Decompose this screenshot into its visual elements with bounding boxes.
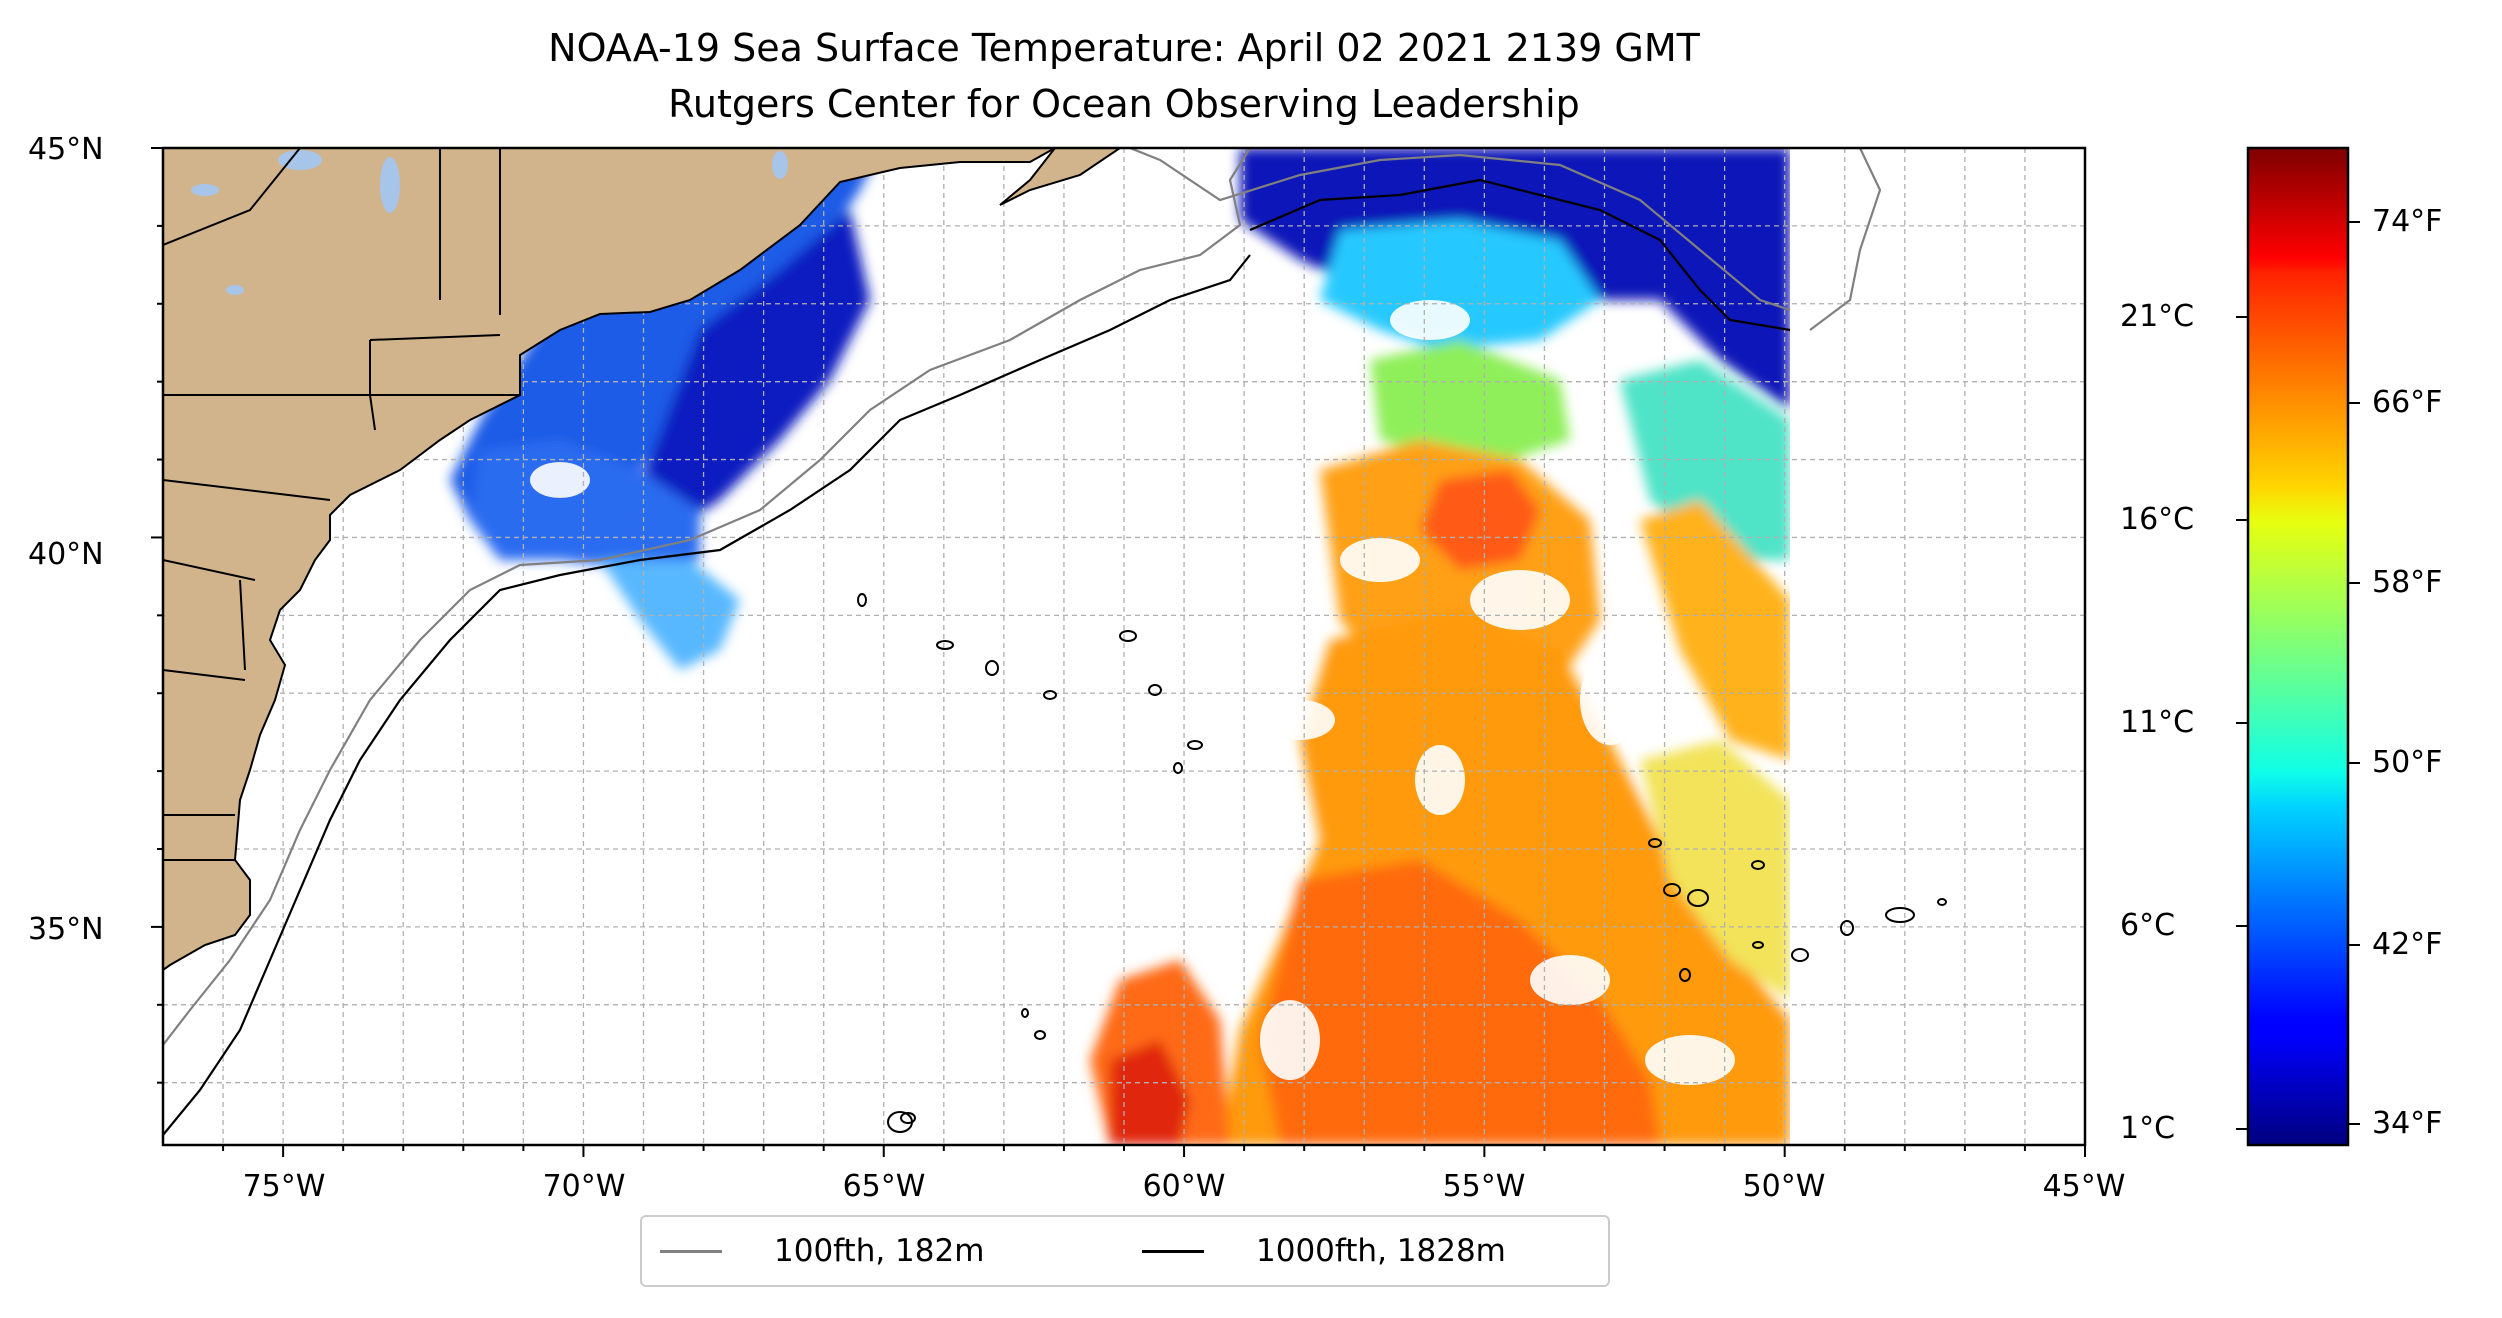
warm-eddy xyxy=(1420,470,1540,570)
scotian-shelf-mixed-water xyxy=(1320,220,1600,350)
figure-title: NOAA-19 Sea Surface Temperature: April 0… xyxy=(548,26,1700,70)
colorbar-fahrenheit-58: 58°F xyxy=(2372,565,2443,600)
lat-label-40n: 40°N xyxy=(28,537,104,572)
colorbar-celsius-21: 21°C xyxy=(2120,299,2195,334)
contour-1000fth xyxy=(163,254,1251,1136)
eastern-warm-filament xyxy=(1640,500,1790,760)
seamount-contours xyxy=(857,593,1947,1133)
colorbar xyxy=(2246,146,2350,1147)
legend-label-1000fth: 1000fth, 1828m xyxy=(1256,1233,1506,1269)
colorbar-celsius-6: 6°C xyxy=(2120,908,2176,943)
state-borders xyxy=(163,148,520,861)
contour-newfoundland-shelf xyxy=(1809,148,1882,331)
lon-label-75w: 75°W xyxy=(242,1169,326,1204)
colorbar-fahrenheit-42: 42°F xyxy=(2372,927,2443,962)
colorbar-celsius-1: 1°C xyxy=(2120,1111,2176,1146)
lon-label-55w: 55°W xyxy=(1442,1169,1526,1204)
lat-label-35n: 35°N xyxy=(28,912,104,947)
colorbar-celsius-16: 16°C xyxy=(2120,502,2195,537)
lon-label-50w: 50°W xyxy=(1742,1169,1826,1204)
georges-bank-cold-water xyxy=(620,210,870,540)
land-nova-scotia xyxy=(999,148,1122,206)
legend-label-100fth: 100fth, 182m xyxy=(774,1233,985,1269)
colorbar-celsius-11: 11°C xyxy=(2120,705,2195,740)
colorbar-fahrenheit-34: 34°F xyxy=(2372,1106,2443,1141)
lon-label-65w: 65°W xyxy=(842,1169,926,1204)
sargasso-hot-water xyxy=(1260,860,1660,1145)
lat-label-45n: 45°N xyxy=(28,132,104,167)
colorbar-fahrenheit-74: 74°F xyxy=(2372,204,2443,239)
lakes xyxy=(191,150,788,295)
legend-swatch-1000fth xyxy=(1142,1250,1204,1253)
figure-subtitle: Rutgers Center for Ocean Observing Leade… xyxy=(668,82,1580,126)
contour-1000fth-east xyxy=(1249,178,1791,332)
lon-label-60w: 60°W xyxy=(1142,1169,1226,1204)
contour-legend: 100fth, 182m 1000fth, 1828m xyxy=(640,1215,1610,1287)
land-north-america xyxy=(163,148,1058,972)
colorbar-fahrenheit-66: 66°F xyxy=(2372,385,2443,420)
lon-label-45w: 45°W xyxy=(2042,1169,2126,1204)
southern-hot-spot xyxy=(1110,1040,1190,1145)
contour-100fth xyxy=(163,148,1251,1046)
legend-swatch-100fth xyxy=(660,1250,722,1253)
colorbar-fahrenheit-50: 50°F xyxy=(2372,745,2443,780)
cloud-edge-cool-patch xyxy=(1640,740,1790,1000)
labrador-front-water xyxy=(1370,340,1570,470)
lon-label-70w: 70°W xyxy=(542,1169,626,1204)
contour-100fth-east xyxy=(1129,148,1791,312)
